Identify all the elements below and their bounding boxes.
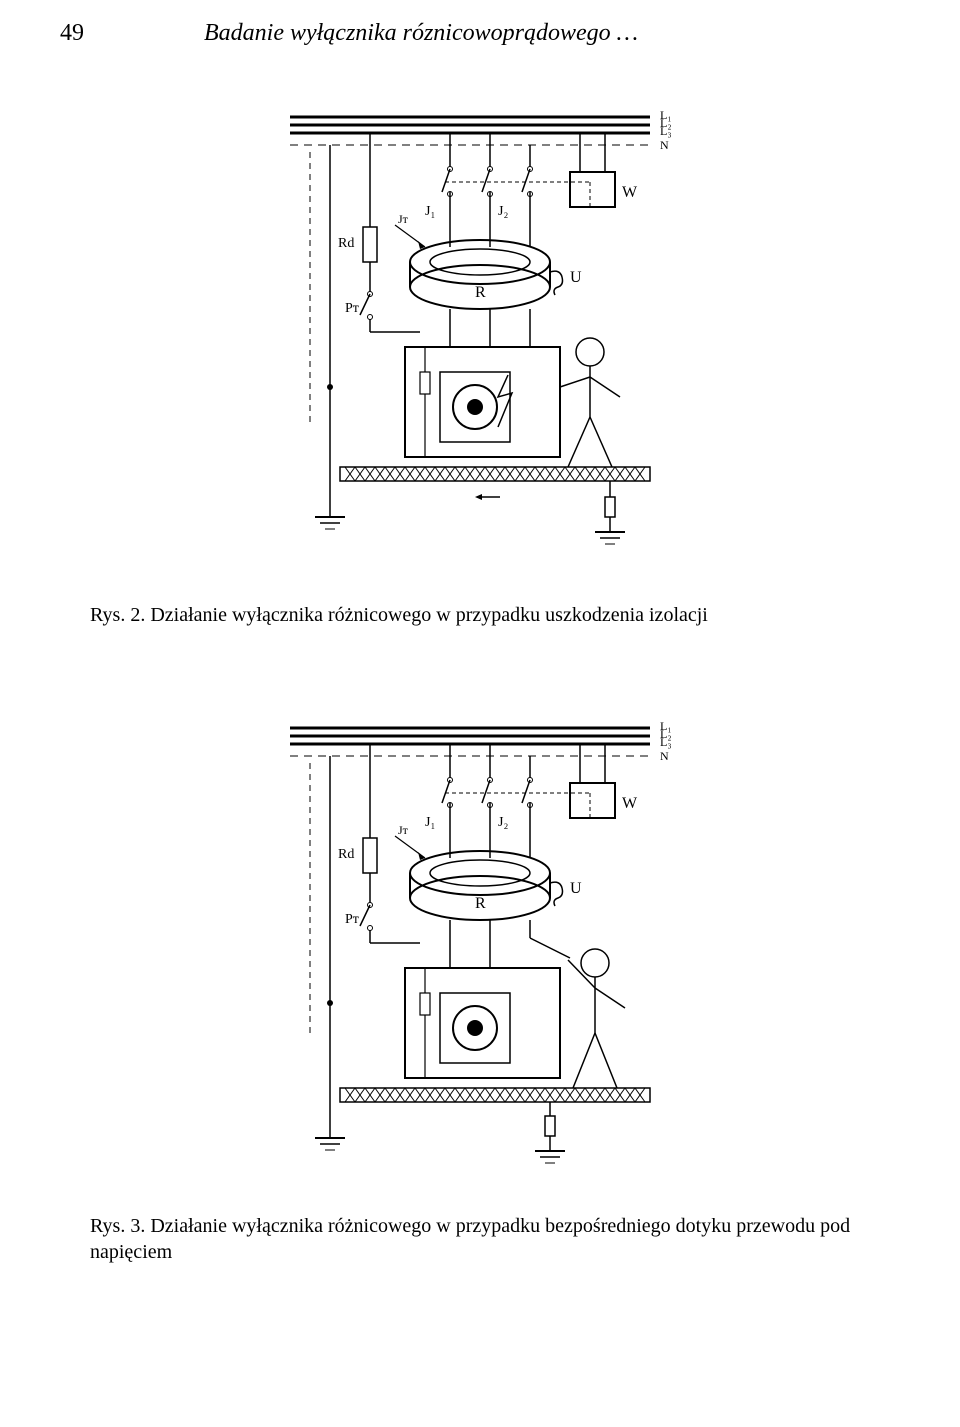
- label-JT: Jᴛ: [398, 212, 409, 226]
- label-J2: J₂: [498, 204, 508, 219]
- label-PT-2: Pᴛ: [345, 912, 359, 927]
- label-J1: J₁: [425, 204, 435, 219]
- label-JT-2: Jᴛ: [398, 823, 409, 837]
- page-header: 49 Badanie wyłącznika róznicowoprądowego…: [0, 0, 960, 57]
- label-N: N: [660, 138, 669, 152]
- label-PT: Pᴛ: [345, 301, 359, 316]
- label-J1-2: J₁: [425, 815, 435, 830]
- diagram-1: L₁ L₂ L₃ N W: [250, 97, 710, 577]
- label-L3: L₃: [660, 124, 672, 138]
- label-Rd: Rd: [338, 236, 354, 251]
- label-R: R: [475, 284, 486, 301]
- label-U: U: [570, 269, 582, 286]
- label-N-2: N: [660, 749, 669, 763]
- figure-1: L₁ L₂ L₃ N W: [0, 97, 960, 668]
- figure-1-caption: Rys. 2. Działanie wyłącznika różnicowego…: [90, 602, 870, 628]
- label-R-2: R: [475, 895, 486, 912]
- label-L3-2: L₃: [660, 735, 672, 749]
- label-Rd-2: Rd: [338, 847, 354, 862]
- label-W: W: [622, 184, 638, 201]
- label-U-2: U: [570, 880, 582, 897]
- page-number: 49: [60, 20, 84, 47]
- running-title: Badanie wyłącznika róznicowoprądowego …: [204, 20, 638, 47]
- label-W-2: W: [622, 795, 638, 812]
- figure-2: L₁ L₂ L₃ N W: [0, 708, 960, 1305]
- figure-2-caption: Rys. 3. Działanie wyłącznika różnicowego…: [90, 1213, 870, 1265]
- label-J2-2: J₂: [498, 815, 508, 830]
- diagram-2: L₁ L₂ L₃ N W: [250, 708, 710, 1188]
